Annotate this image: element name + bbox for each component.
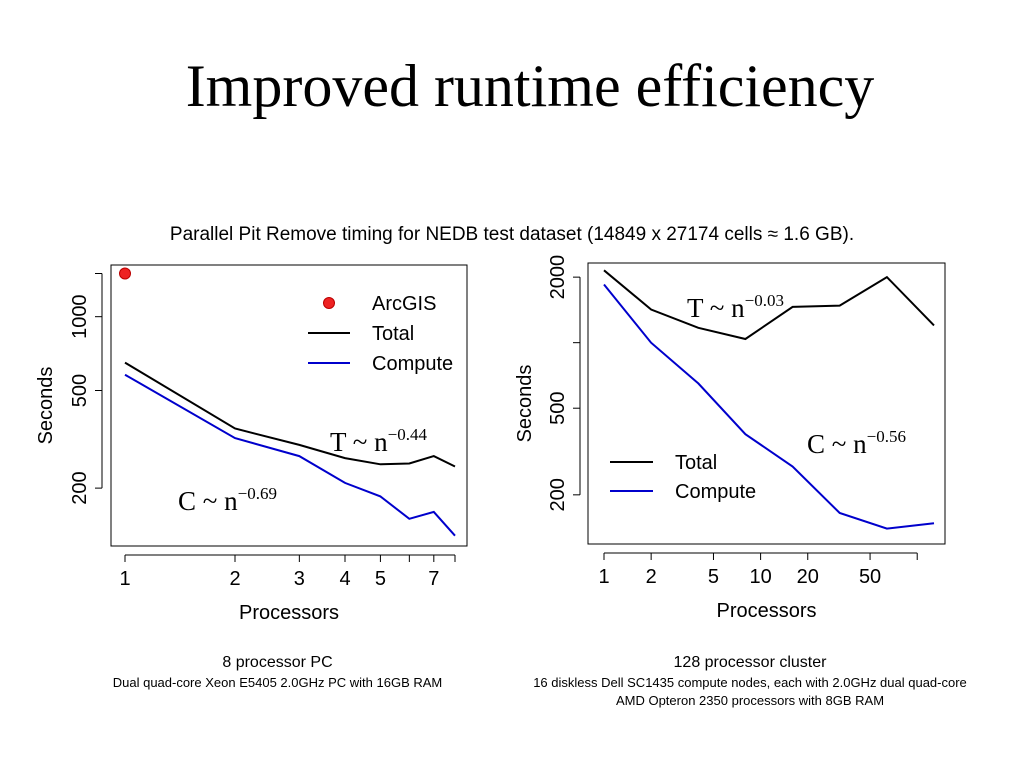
plot-frame <box>110 264 468 547</box>
series-line-total <box>603 269 935 341</box>
plot-frame <box>587 262 946 545</box>
formula-exponent: −0.03 <box>745 291 784 310</box>
formula-annotation: T ~ n−0.44 <box>330 425 427 457</box>
y-axis-label: Seconds <box>514 365 536 443</box>
formula-base: T ~ n <box>330 427 388 457</box>
x-tick-label: 50 <box>859 566 881 588</box>
left-chart: 1 2 3 4 5 7 200 500 1000 Processors Seconds ArcGIS T… <box>35 264 468 624</box>
y-tick-label: 2000 <box>547 255 569 300</box>
formula-base: T ~ n <box>687 293 745 323</box>
left-caption-description: Dual quad-core Xeon E5405 2.0GHz PC with… <box>112 675 443 690</box>
x-axis-label: Processors <box>716 600 816 622</box>
legend-label: Compute <box>675 481 756 503</box>
legend-label: Total <box>372 323 414 345</box>
slide-title: Improved runtime efficiency <box>185 53 875 119</box>
x-tick-label: 2 <box>646 566 657 588</box>
x-tick-label: 5 <box>708 566 719 588</box>
right-caption: 128 processor cluster 16 diskless Dell S… <box>520 652 980 710</box>
formula-annotation: C ~ n−0.69 <box>178 484 277 516</box>
series-point-arcgis <box>119 267 131 280</box>
x-tick-label: 5 <box>375 568 386 590</box>
x-tick-label: 3 <box>294 568 305 590</box>
legend-label: Total <box>675 452 717 474</box>
left-caption-title: 8 processor PC <box>222 654 333 671</box>
formula-annotation: T ~ n−0.03 <box>687 291 784 323</box>
left-caption: 8 processor PC Dual quad-core Xeon E5405… <box>95 652 460 692</box>
legend-marker <box>323 297 335 309</box>
x-tick-label: 10 <box>749 566 771 588</box>
x-tick-label: 4 <box>339 568 350 590</box>
right-caption-title: 128 processor cluster <box>673 654 827 671</box>
y-tick-label: 200 <box>547 478 569 511</box>
formula-exponent: −0.44 <box>388 425 428 444</box>
x-tick-label: 2 <box>229 568 240 590</box>
formula-annotation: C ~ n−0.56 <box>807 427 906 459</box>
legend-label: ArcGIS <box>372 293 436 315</box>
series-line-total <box>124 361 456 468</box>
x-tick-label: 7 <box>428 568 439 590</box>
right-caption-description: 16 diskless Dell SC1435 compute nodes, e… <box>533 675 967 708</box>
chart-subtitle: Parallel Pit Remove timing for NEDB test… <box>169 224 855 245</box>
y-tick-label: 500 <box>547 392 569 425</box>
right-chart: 1 2 5 10 20 50 200 500 2000 Processors Seconds Tota… <box>514 255 946 622</box>
x-axis-label: Processors <box>239 602 339 624</box>
y-tick-label: 1000 <box>69 294 91 339</box>
formula-base: C ~ n <box>178 486 238 516</box>
x-tick-label: 20 <box>797 566 819 588</box>
x-tick-label: 1 <box>598 566 609 588</box>
y-tick-label: 200 <box>69 471 91 504</box>
x-tick-label: 1 <box>119 568 130 590</box>
legend-label: Compute <box>372 353 453 375</box>
series-line-compute <box>124 373 456 537</box>
formula-exponent: −0.56 <box>867 427 906 446</box>
series-line-compute <box>603 283 935 530</box>
y-tick-label: 500 <box>69 374 91 407</box>
formula-base: C ~ n <box>807 429 867 459</box>
y-axis-label: Seconds <box>35 367 57 445</box>
formula-exponent: −0.69 <box>238 484 277 503</box>
